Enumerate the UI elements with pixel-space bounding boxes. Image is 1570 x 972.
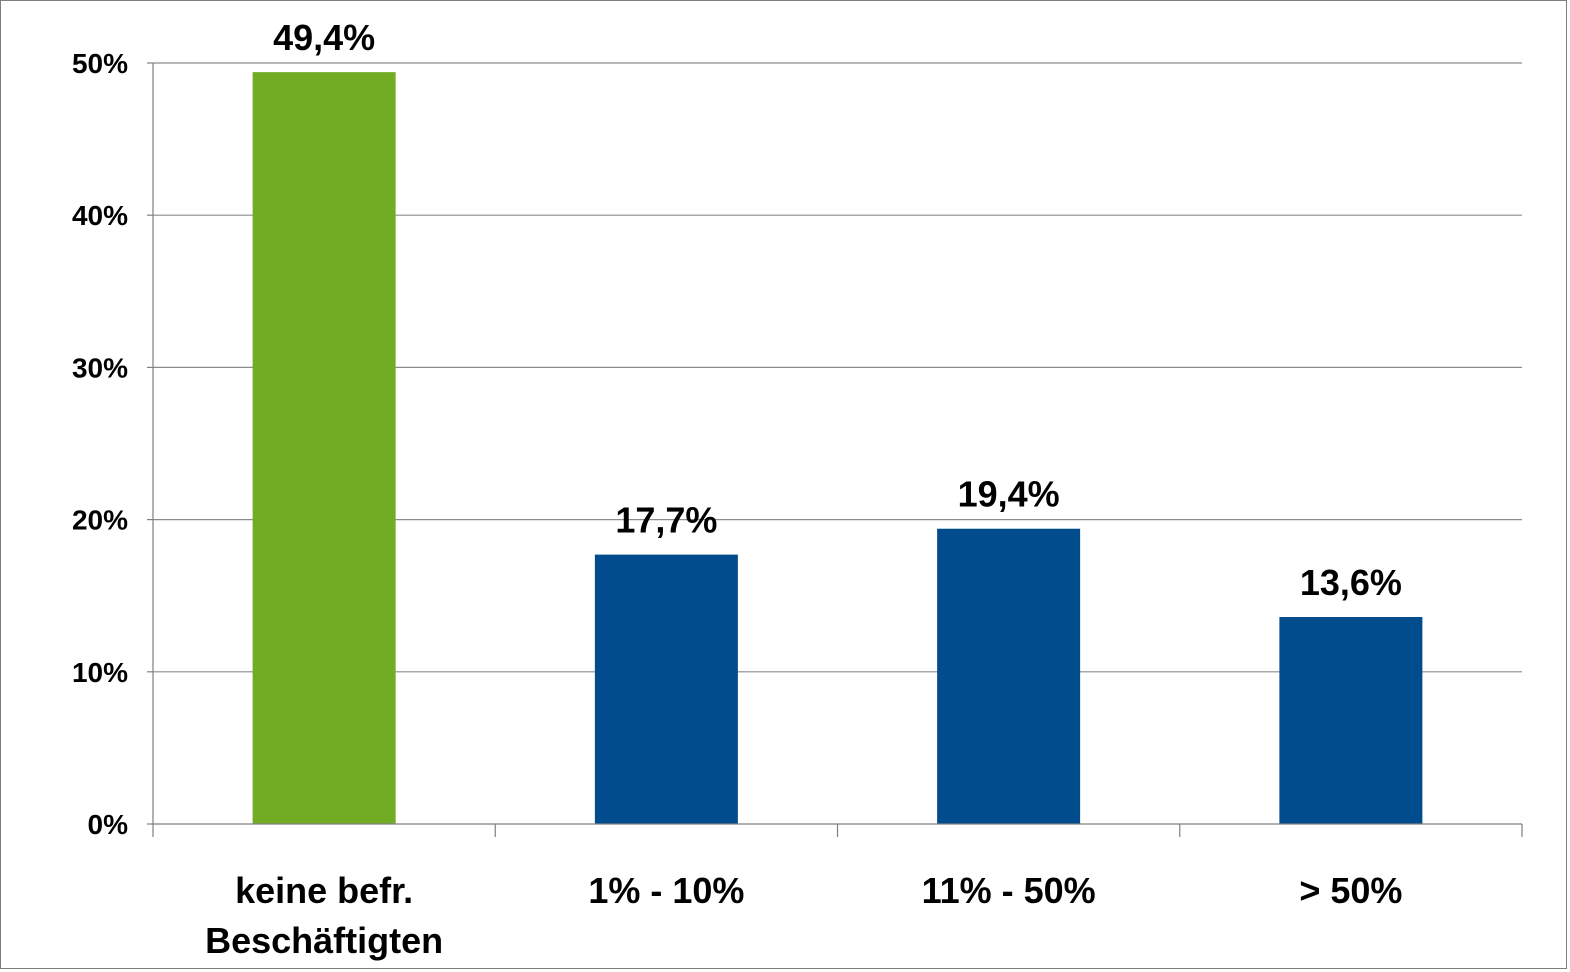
bar	[252, 72, 396, 824]
y-tick-label: 50%	[72, 48, 128, 79]
x-tick-label: 11% - 50%	[922, 870, 1096, 911]
labels: 0% 10% 20% 30% 40% 50% 49,4% keine befr. Beschäf…	[72, 17, 1402, 961]
y-tick-label: 30%	[72, 352, 128, 383]
axes	[147, 62, 1523, 837]
data-label: 49,4%	[273, 17, 375, 58]
bars	[252, 72, 1423, 824]
x-tick-label: Beschäftigten	[205, 920, 443, 961]
bar	[594, 554, 738, 824]
y-tick-label: 0%	[88, 809, 129, 840]
x-tick-label: keine befr.	[235, 870, 413, 911]
y-tick-label: 40%	[72, 200, 128, 231]
x-tick-label: > 50%	[1299, 870, 1402, 911]
bar	[937, 528, 1081, 824]
bar	[1279, 617, 1423, 824]
x-tick-label: 1% - 10%	[588, 870, 744, 911]
data-label: 19,4%	[958, 474, 1060, 515]
data-label: 13,6%	[1300, 562, 1402, 603]
y-tick-label: 10%	[72, 657, 128, 688]
y-tick-label: 20%	[72, 505, 128, 536]
data-label: 17,7%	[615, 500, 717, 541]
